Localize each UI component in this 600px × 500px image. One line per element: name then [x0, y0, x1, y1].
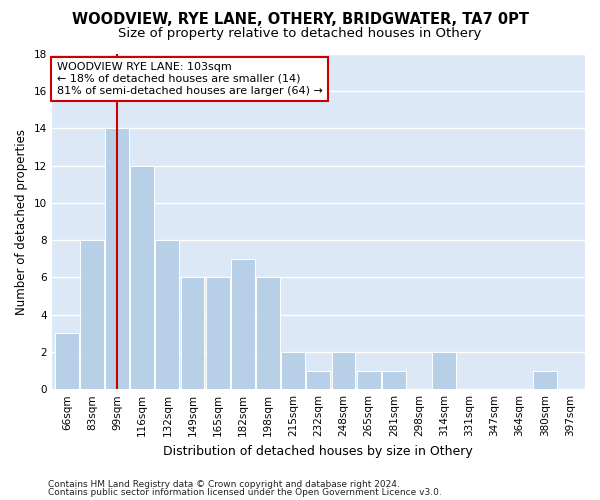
- Text: WOODVIEW, RYE LANE, OTHERY, BRIDGWATER, TA7 0PT: WOODVIEW, RYE LANE, OTHERY, BRIDGWATER, …: [71, 12, 529, 28]
- Bar: [307, 370, 330, 389]
- Text: Size of property relative to detached houses in Othery: Size of property relative to detached ho…: [118, 28, 482, 40]
- Bar: [356, 370, 380, 389]
- Bar: [155, 240, 179, 389]
- Y-axis label: Number of detached properties: Number of detached properties: [15, 128, 28, 314]
- Bar: [432, 352, 456, 389]
- Text: WOODVIEW RYE LANE: 103sqm
← 18% of detached houses are smaller (14)
81% of semi-: WOODVIEW RYE LANE: 103sqm ← 18% of detac…: [57, 62, 323, 96]
- Bar: [382, 370, 406, 389]
- Bar: [181, 278, 205, 389]
- Bar: [256, 278, 280, 389]
- X-axis label: Distribution of detached houses by size in Othery: Distribution of detached houses by size …: [163, 444, 473, 458]
- Bar: [130, 166, 154, 389]
- Text: Contains HM Land Registry data © Crown copyright and database right 2024.: Contains HM Land Registry data © Crown c…: [48, 480, 400, 489]
- Bar: [105, 128, 129, 389]
- Text: Contains public sector information licensed under the Open Government Licence v3: Contains public sector information licen…: [48, 488, 442, 497]
- Bar: [206, 278, 230, 389]
- Bar: [533, 370, 557, 389]
- Bar: [80, 240, 104, 389]
- Bar: [231, 259, 255, 389]
- Bar: [332, 352, 355, 389]
- Bar: [55, 334, 79, 389]
- Bar: [281, 352, 305, 389]
